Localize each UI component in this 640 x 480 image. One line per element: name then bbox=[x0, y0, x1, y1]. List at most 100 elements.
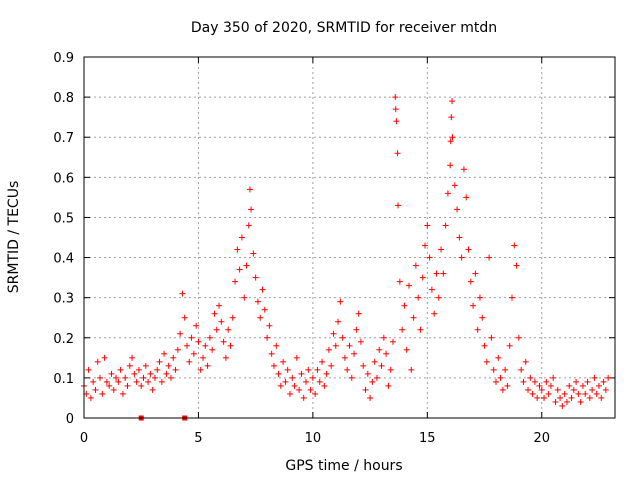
data-point bbox=[135, 366, 142, 373]
data-point bbox=[195, 338, 202, 345]
data-point bbox=[204, 362, 211, 369]
data-point bbox=[426, 254, 433, 261]
data-point bbox=[598, 394, 605, 401]
data-point bbox=[419, 274, 426, 281]
data-point bbox=[520, 378, 527, 385]
chart-title: Day 350 of 2020, SRMTID for receiver mtd… bbox=[191, 20, 497, 36]
data-point bbox=[525, 386, 532, 393]
y-tick-label: 0.1 bbox=[53, 372, 74, 387]
data-point bbox=[447, 138, 454, 145]
data-point bbox=[490, 366, 497, 373]
data-point bbox=[156, 358, 163, 365]
data-point bbox=[245, 222, 252, 229]
data-point bbox=[488, 334, 495, 341]
data-point bbox=[248, 206, 255, 213]
data-point bbox=[570, 386, 577, 393]
data-point bbox=[227, 342, 234, 349]
data-point bbox=[202, 342, 209, 349]
data-point bbox=[527, 374, 534, 381]
data-point bbox=[216, 302, 223, 309]
data-point bbox=[383, 350, 390, 357]
data-point bbox=[509, 294, 516, 301]
y-tick-label: 0.5 bbox=[53, 211, 74, 226]
data-point bbox=[142, 362, 149, 369]
data-point bbox=[393, 118, 400, 125]
data-point bbox=[378, 362, 385, 369]
data-point bbox=[433, 270, 440, 277]
data-point bbox=[536, 382, 543, 389]
data-point bbox=[97, 374, 104, 381]
data-point bbox=[115, 378, 122, 385]
data-point bbox=[325, 346, 332, 353]
data-point bbox=[170, 354, 177, 361]
data-point bbox=[200, 354, 207, 361]
data-point bbox=[586, 394, 593, 401]
data-point bbox=[577, 398, 584, 405]
data-point bbox=[438, 246, 445, 253]
data-point bbox=[259, 286, 266, 293]
data-point bbox=[600, 378, 607, 385]
data-point bbox=[547, 382, 554, 389]
data-point bbox=[396, 278, 403, 285]
data-point bbox=[360, 362, 367, 369]
data-point bbox=[211, 310, 218, 317]
data-point bbox=[117, 366, 124, 373]
data-point bbox=[238, 234, 245, 241]
data-point bbox=[529, 390, 536, 397]
data-point bbox=[133, 378, 140, 385]
data-point bbox=[481, 342, 488, 349]
scatter-points bbox=[81, 94, 612, 409]
data-point bbox=[408, 366, 415, 373]
data-point bbox=[186, 358, 193, 365]
data-point bbox=[266, 322, 273, 329]
data-point bbox=[149, 386, 156, 393]
data-point bbox=[254, 298, 261, 305]
data-point bbox=[154, 366, 161, 373]
data-point bbox=[495, 354, 502, 361]
data-point bbox=[422, 242, 429, 249]
data-point bbox=[476, 294, 483, 301]
data-point bbox=[605, 374, 612, 381]
data-point bbox=[264, 334, 271, 341]
data-point bbox=[332, 342, 339, 349]
data-point bbox=[85, 366, 92, 373]
data-point bbox=[417, 326, 424, 333]
data-point bbox=[550, 374, 557, 381]
data-point bbox=[403, 346, 410, 353]
data-point bbox=[472, 270, 479, 277]
data-point bbox=[534, 394, 541, 401]
data-point bbox=[559, 402, 566, 409]
data-point bbox=[275, 370, 282, 377]
data-point bbox=[392, 94, 399, 101]
data-point bbox=[321, 382, 328, 389]
data-point bbox=[584, 378, 591, 385]
data-point bbox=[124, 382, 131, 389]
data-point bbox=[303, 378, 310, 385]
data-point bbox=[225, 326, 232, 333]
data-point bbox=[364, 370, 371, 377]
data-point bbox=[513, 262, 520, 269]
x-tick-labels: 0 5 10 15 20 bbox=[80, 431, 550, 446]
data-point bbox=[316, 378, 323, 385]
data-point bbox=[126, 362, 133, 369]
data-point bbox=[431, 310, 438, 317]
data-point bbox=[543, 378, 550, 385]
data-point bbox=[234, 246, 241, 253]
data-point bbox=[328, 362, 335, 369]
data-point bbox=[376, 346, 383, 353]
data-point bbox=[140, 374, 147, 381]
data-point bbox=[232, 278, 239, 285]
data-point bbox=[552, 398, 559, 405]
data-point bbox=[108, 370, 115, 377]
data-point bbox=[181, 314, 188, 321]
data-point bbox=[424, 222, 431, 229]
data-point bbox=[448, 114, 455, 121]
data-point bbox=[284, 366, 291, 373]
data-point bbox=[289, 374, 296, 381]
data-point bbox=[410, 314, 417, 321]
data-point bbox=[163, 370, 170, 377]
data-point bbox=[566, 382, 573, 389]
data-point bbox=[312, 390, 319, 397]
data-point bbox=[579, 382, 586, 389]
data-point bbox=[373, 374, 380, 381]
